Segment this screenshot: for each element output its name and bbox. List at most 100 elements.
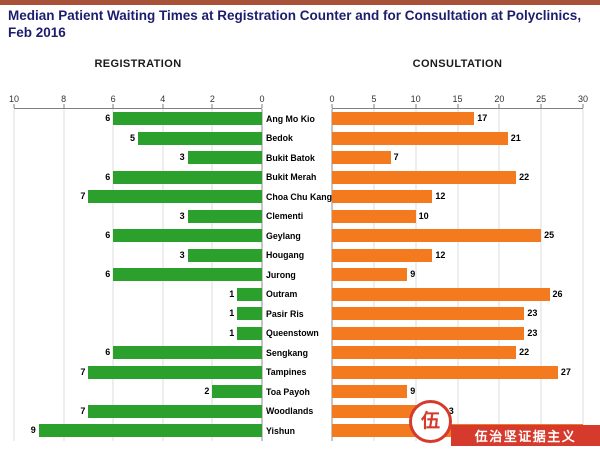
axis-tick-label: 8 — [61, 94, 67, 104]
consultation-bar-row: 12 — [332, 187, 583, 207]
registration-bar-row: 7 — [14, 363, 262, 383]
registration-value-label: 6 — [105, 347, 111, 358]
axis-tick-mark — [13, 104, 15, 108]
category-label: Pasir Ris — [266, 308, 304, 319]
axis-tick-label: 20 — [494, 94, 505, 104]
consultation-panel-header: CONSULTATION — [412, 58, 503, 70]
consultation-bar — [332, 170, 517, 184]
consultation-axis-line — [332, 108, 583, 109]
registration-bar — [88, 190, 262, 204]
registration-bar — [88, 404, 262, 418]
watermark-logo-glyph: 伍 — [420, 411, 440, 432]
axis-tick-label: 10 — [8, 94, 20, 104]
registration-value-label: 3 — [179, 152, 185, 163]
registration-bar-row: 1 — [14, 324, 262, 344]
category-label: Jurong — [266, 269, 296, 280]
registration-value-label: 7 — [80, 366, 86, 377]
registration-value-label: 5 — [129, 132, 135, 143]
consultation-bar-row: 10 — [332, 207, 583, 227]
registration-bar — [113, 170, 262, 184]
axis-tick-mark — [162, 104, 164, 108]
axis-tick-mark — [261, 104, 263, 108]
consultation-value-label: 23 — [527, 327, 538, 338]
registration-plot: 6 5 3 6 7 3 6 3 6 1 1 1 6 7 2 7 9 — [13, 109, 263, 441]
registration-bar — [187, 209, 262, 223]
category-label: Bukit Batok — [266, 152, 315, 163]
consultation-value-label: 25 — [544, 230, 555, 241]
registration-bar-row: 6 — [14, 168, 262, 188]
consultation-value-label: 26 — [552, 288, 563, 299]
consultation-bar — [332, 365, 558, 379]
gridline — [457, 109, 458, 441]
registration-value-label: 6 — [105, 113, 111, 124]
category-label: Hougang — [266, 250, 305, 261]
category-label: Clementi — [266, 211, 304, 222]
consultation-value-label: 9 — [410, 386, 416, 397]
axis-tick-label: 5 — [371, 94, 377, 104]
consultation-bar — [332, 209, 416, 223]
consultation-bar — [332, 190, 433, 204]
consultation-value-label: 17 — [477, 113, 488, 124]
registration-value-label: 3 — [179, 249, 185, 260]
watermark-logo: 伍 — [409, 400, 452, 443]
axis-tick-label: 6 — [110, 94, 116, 104]
registration-bar-row: 9 — [14, 421, 262, 441]
registration-bar — [237, 326, 262, 340]
axis-tick-label: 0 — [329, 94, 335, 104]
registration-bar — [212, 385, 262, 399]
registration-bar — [113, 268, 262, 282]
consultation-bar-row: 7 — [332, 148, 583, 168]
consultation-bar — [332, 151, 391, 165]
registration-bar-row: 5 — [14, 129, 262, 149]
gridline — [112, 109, 114, 441]
registration-bar — [187, 248, 262, 262]
registration-bar-row: 6 — [14, 343, 262, 363]
axis-tick-label: 4 — [160, 94, 166, 104]
gridline — [540, 109, 542, 441]
category-label: Bedok — [266, 133, 293, 144]
category-labels-column: Ang Mo Kio Bedok Bukit Batok Bukit Merah Cho… — [263, 109, 332, 441]
consultation-bar-row: 22 — [332, 168, 583, 188]
consultation-bar-row: 13 — [332, 402, 583, 422]
registration-bar-row: 1 — [14, 304, 262, 324]
consultation-value-label: 21 — [510, 132, 521, 143]
registration-value-label: 6 — [105, 269, 111, 280]
registration-bar — [88, 365, 262, 379]
registration-bar — [237, 307, 262, 321]
top-accent-strip — [0, 0, 600, 5]
consultation-value-label: 22 — [519, 171, 530, 182]
consultation-bar — [332, 268, 408, 282]
category-label: Woodlands — [266, 406, 314, 417]
consultation-bar — [332, 131, 508, 145]
registration-bar — [113, 346, 262, 360]
consultation-bar-row: 23 — [332, 324, 583, 344]
consultation-value-label: 12 — [435, 191, 446, 202]
registration-bar — [38, 424, 262, 438]
axis-tick-label: 30 — [577, 94, 589, 104]
registration-panel-header: REGISTRATION — [94, 58, 182, 70]
consultation-bar — [332, 326, 525, 340]
axis-tick-label: 0 — [259, 94, 265, 104]
registration-bar — [113, 229, 262, 243]
registration-value-label: 1 — [229, 288, 235, 299]
axis-tick-mark — [498, 104, 500, 108]
registration-value-label: 7 — [80, 405, 86, 416]
consultation-bar-row: 27 — [332, 363, 583, 383]
registration-bar-row: 3 — [14, 148, 262, 168]
registration-value-label: 1 — [229, 308, 235, 319]
registration-bar-row: 6 — [14, 109, 262, 129]
consultation-bar-row: 26 — [332, 285, 583, 305]
registration-value-label: 6 — [105, 230, 111, 241]
category-label: Ang Mo Kio — [266, 113, 315, 124]
registration-bar-row: 7 — [14, 187, 262, 207]
axis-tick-label: 10 — [410, 94, 421, 104]
consultation-bar — [332, 229, 542, 243]
consultation-value-label: 12 — [435, 249, 446, 260]
category-label: Tampines — [266, 367, 307, 378]
registration-bar — [187, 151, 262, 165]
category-label: Geylang — [266, 230, 301, 241]
registration-bar-row: 3 — [14, 207, 262, 227]
category-label: Choa Chu Kang — [266, 191, 332, 202]
consultation-bar — [332, 287, 550, 301]
